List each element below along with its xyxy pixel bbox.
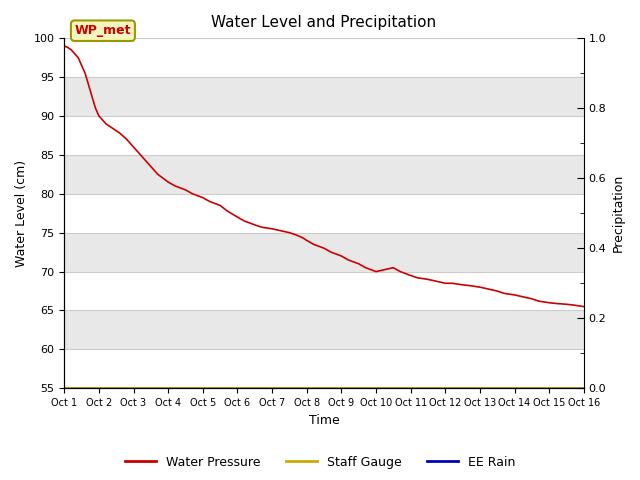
- Y-axis label: Precipitation: Precipitation: [612, 174, 625, 252]
- Bar: [64, 233, 584, 272]
- Bar: [64, 311, 584, 349]
- Legend: Water Pressure, Staff Gauge, EE Rain: Water Pressure, Staff Gauge, EE Rain: [120, 451, 520, 474]
- Y-axis label: Water Level (cm): Water Level (cm): [15, 160, 28, 267]
- Bar: [64, 77, 584, 116]
- Text: WP_met: WP_met: [75, 24, 131, 37]
- Title: Water Level and Precipitation: Water Level and Precipitation: [211, 15, 436, 30]
- X-axis label: Time: Time: [308, 414, 339, 427]
- Bar: [64, 155, 584, 194]
